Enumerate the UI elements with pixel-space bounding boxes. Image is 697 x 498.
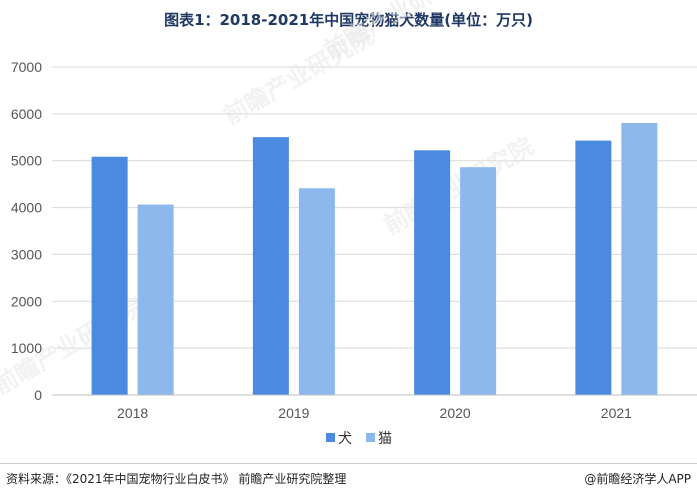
bar-dog-2019	[252, 137, 289, 395]
bar-cat-2021	[621, 122, 658, 396]
legend-label: 犬	[338, 431, 352, 447]
y-tick-label: 7000	[11, 59, 42, 75]
source-note: 资料来源：《2021年中国宠物行业白皮书》 前瞻产业研究院整理	[6, 472, 347, 486]
bar-dog-2020	[414, 150, 451, 395]
bar-cat-2019	[298, 188, 335, 395]
y-tick-label: 3000	[11, 246, 42, 262]
footer-divider	[0, 463, 697, 464]
bar-dog-2018	[91, 156, 128, 395]
x-tick-label: 2018	[117, 405, 148, 421]
legend-swatch	[366, 433, 375, 442]
y-tick-label: 0	[34, 387, 42, 403]
x-tick-label: 2021	[601, 405, 632, 421]
legend-label: 猫	[378, 431, 392, 447]
bars	[91, 122, 658, 396]
legend-swatch	[326, 433, 335, 442]
watermark-text: 前瞻产业研究院	[379, 132, 538, 240]
y-tick-label: 2000	[11, 293, 42, 309]
y-tick-label: 4000	[11, 200, 42, 216]
axes: 0 1000 2000 3000 4000 5000 6000 7000 2018 2019 202…	[11, 59, 697, 421]
legend: 犬猫	[326, 431, 392, 447]
y-tick-label: 1000	[11, 340, 42, 356]
x-tick-label: 2019	[278, 405, 309, 421]
chart-title: 图表1：2018-2021年中国宠物猫犬数量(单位：万只)	[164, 11, 533, 29]
bar-dog-2021	[575, 140, 612, 395]
x-tick-label: 2020	[440, 405, 471, 421]
bar-cat-2020	[460, 167, 497, 395]
y-tick-label: 5000	[11, 153, 42, 169]
bar-cat-2018	[137, 204, 174, 395]
credit-note: @前瞻经济学人APP	[584, 472, 691, 486]
y-tick-label: 6000	[11, 106, 42, 122]
